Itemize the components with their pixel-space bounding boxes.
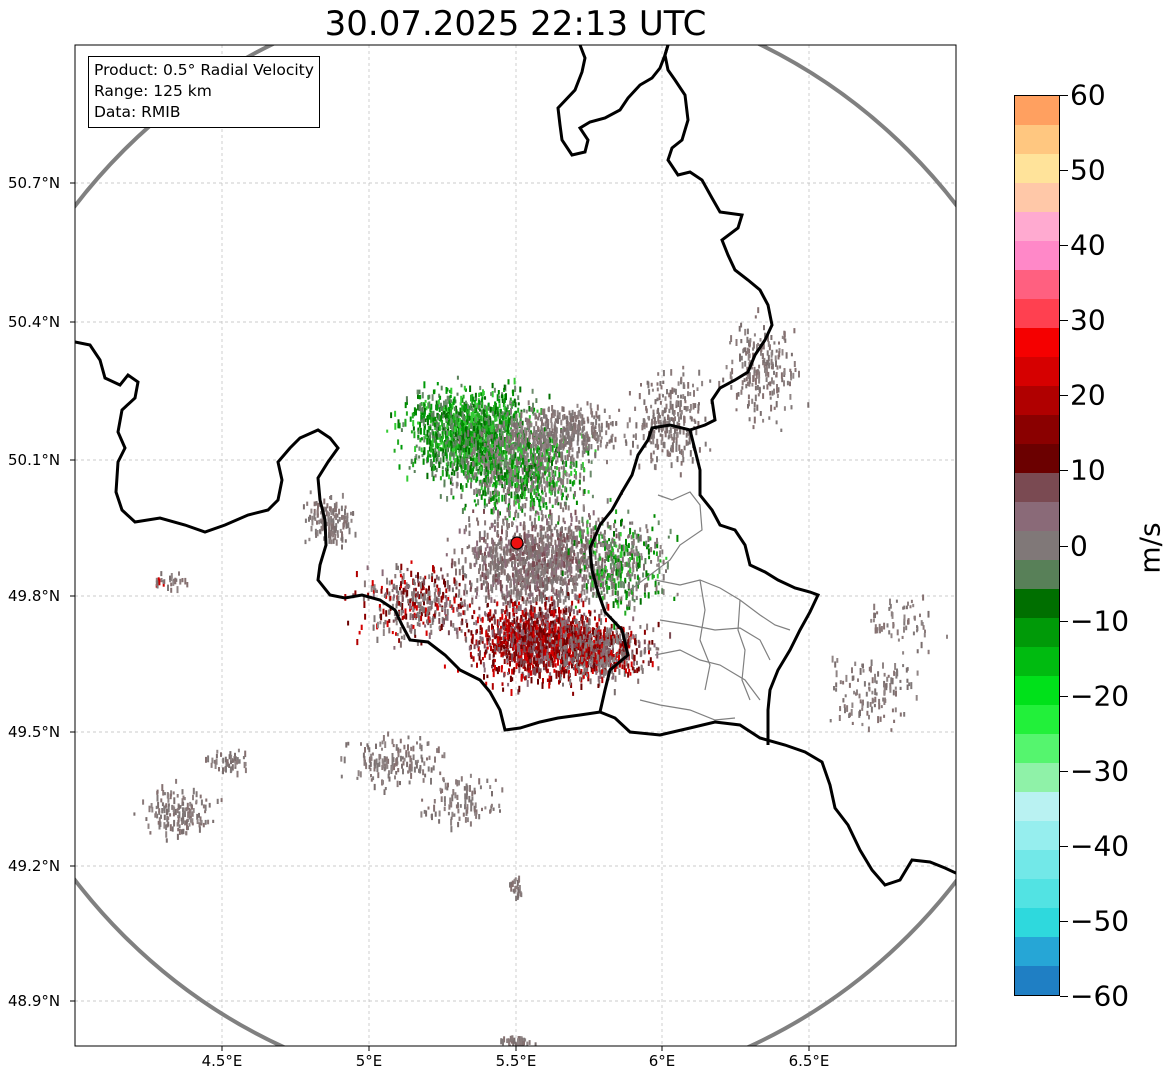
colorbar-tick-label: −30	[1070, 754, 1130, 788]
colorbar-tick	[1060, 996, 1068, 997]
colorbar-tick	[1060, 320, 1068, 322]
colorbar-tick-label: −20	[1070, 679, 1130, 713]
lon-label: 6.5°E	[788, 1052, 830, 1070]
velocity-colorbar	[1014, 95, 1060, 996]
lon-label: 5.5°E	[495, 1052, 537, 1070]
colorbar-unit: m/s	[1133, 522, 1167, 574]
colorbar-tick	[1060, 245, 1068, 247]
colorbar-tick-label: 0	[1070, 529, 1088, 562]
colorbar-tick-label: 50	[1070, 153, 1106, 187]
colorbar-tick	[1060, 170, 1068, 172]
province-borders	[629, 491, 791, 721]
info-range: Range: 125 km	[94, 82, 212, 100]
colorbar-tick-label: −10	[1070, 604, 1130, 638]
lon-label: 4.5°E	[201, 1052, 243, 1070]
info-product: Product: 0.5° Radial Velocity	[94, 61, 314, 79]
info-source: Data: RMIB	[94, 103, 181, 121]
colorbar-tick-label: 10	[1070, 453, 1106, 487]
product-info-box: Product: 0.5° Radial Velocity Range: 125…	[88, 56, 320, 128]
colorbar-tick	[1060, 845, 1068, 847]
colorbar-tick-label: −60	[1070, 979, 1130, 1013]
colorbar-tick	[1060, 395, 1068, 397]
lat-label: 49.2°N	[8, 857, 61, 875]
map-title: 30.07.2025 22:13 UTC	[324, 4, 707, 44]
lon-label: 6°E	[648, 1052, 676, 1070]
lon-label: 5°E	[355, 1052, 383, 1070]
colorbar-tick	[1060, 770, 1068, 772]
colorbar-tick-label: 40	[1070, 228, 1106, 262]
lat-label: 50.4°N	[8, 313, 61, 331]
lat-label: 50.7°N	[8, 174, 61, 192]
colorbar-tick-label: 60	[1070, 78, 1106, 112]
colorbar-tick-label: 20	[1070, 378, 1106, 412]
colorbar-tick	[1060, 920, 1068, 922]
colorbar-tick-label: −50	[1070, 904, 1130, 938]
colorbar-tick-label: 30	[1070, 303, 1106, 337]
colorbar-tick	[1060, 620, 1068, 622]
colorbar-tick	[1060, 545, 1068, 547]
lat-label: 49.8°N	[8, 587, 61, 605]
axis-ticks	[70, 182, 810, 1051]
country-borders	[75, 45, 956, 887]
colorbar-tick	[1060, 695, 1068, 697]
radar-echoes	[133, 307, 948, 1046]
colorbar-tick	[1060, 470, 1068, 472]
colorbar-tick	[1060, 95, 1068, 96]
radar-site[interactable]	[510, 536, 524, 550]
colorbar-tick-label: −40	[1070, 829, 1130, 863]
lat-label: 50.1°N	[8, 451, 61, 469]
lat-label: 48.9°N	[8, 992, 61, 1010]
lat-label: 49.5°N	[8, 723, 61, 741]
